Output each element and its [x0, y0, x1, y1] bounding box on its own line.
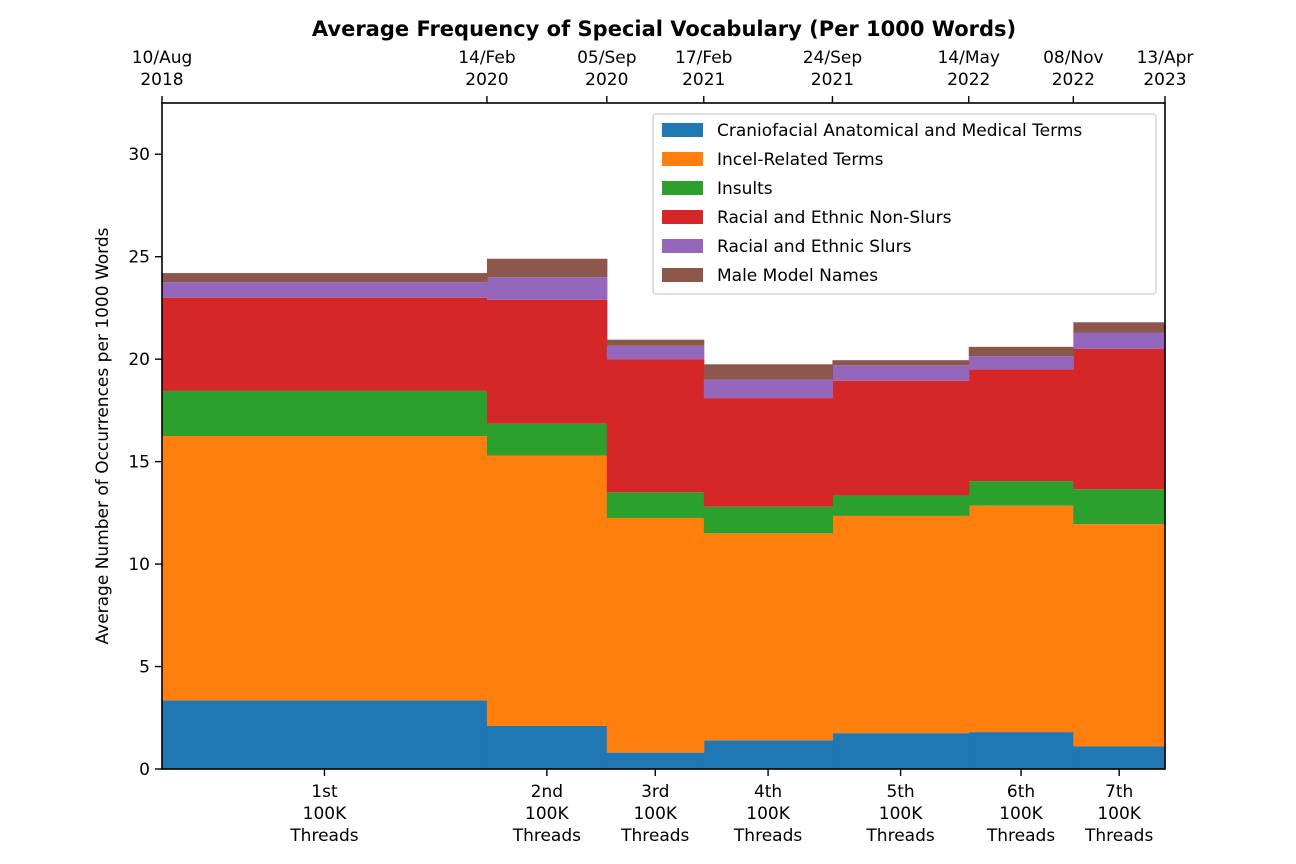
legend-label: Racial and Ethnic Non-Slurs	[717, 208, 952, 228]
top-tick-label: 14/Feb 2020	[458, 48, 515, 90]
legend-label: Incel-Related Terms	[717, 150, 884, 170]
area-segment-s5-4	[832, 360, 970, 366]
area-segment-s3-4	[832, 380, 970, 496]
area-segment-s1-3	[703, 533, 834, 741]
area-segment-s2-5	[968, 481, 1074, 506]
area-segment-s0-3	[703, 740, 834, 769]
area-segment-s0-4	[832, 733, 970, 769]
area-segment-s3-2	[606, 359, 705, 493]
area-segment-s2-3	[703, 506, 834, 534]
area-segment-s4-2	[606, 345, 705, 360]
top-tick-label: 05/Sep 2020	[577, 48, 636, 90]
bottom-tick-label: 3rd 100K Threads	[620, 782, 689, 846]
area-segment-s1-6	[1073, 524, 1166, 747]
y-tick-label: 15	[128, 453, 150, 473]
legend-label: Male Model Names	[717, 266, 878, 286]
area-segment-s2-1	[486, 423, 608, 456]
y-axis: 0 5 10 15 20 25 30	[128, 145, 162, 780]
area-segment-s1-0	[162, 436, 488, 701]
area-segment-s0-0	[162, 700, 488, 769]
area-segment-s4-3	[703, 379, 834, 399]
area-segment-s5-6	[1073, 322, 1166, 333]
legend-swatch	[662, 268, 703, 282]
area-segment-s4-1	[486, 277, 608, 300]
legend-swatch	[662, 123, 703, 137]
plot-frame	[161, 102, 1166, 770]
legend: Craniofacial Anatomical and Medical Term…	[652, 113, 1157, 295]
bottom-tick-label: 4th 100K Threads	[733, 782, 802, 846]
area-segment-s1-1	[486, 455, 608, 726]
legend-swatch	[662, 239, 703, 253]
area-segment-s4-6	[1073, 332, 1166, 349]
area-segment-s3-5	[968, 369, 1074, 482]
area-segment-s4-0	[162, 282, 488, 298]
area-segment-s5-3	[703, 364, 834, 380]
y-tick-label: 5	[139, 658, 150, 678]
legend-swatch	[662, 152, 703, 166]
area-segment-s4-5	[968, 356, 1074, 370]
bottom-tick-label: 1st 100K Threads	[289, 782, 358, 846]
chart-title: Average Frequency of Special Vocabulary …	[312, 17, 1016, 41]
y-tick-label: 25	[128, 248, 150, 268]
legend-swatch	[662, 181, 703, 195]
area-segment-s1-2	[606, 517, 705, 753]
bottom-tick-label: 2nd 100K Threads	[512, 782, 581, 846]
area-segment-s5-0	[162, 273, 488, 283]
area-segment-s5-2	[606, 339, 705, 346]
area-segment-s0-6	[1073, 746, 1166, 769]
area-segment-s4-4	[832, 365, 970, 381]
legend-swatch	[662, 210, 703, 224]
area-segment-s2-6	[1073, 489, 1166, 525]
area-segment-s2-4	[832, 495, 970, 516]
legend-label: Insults	[717, 179, 773, 199]
y-tick-label: 20	[128, 350, 150, 370]
stacked-areas	[162, 258, 1166, 769]
area-segment-s3-6	[1073, 348, 1166, 490]
area-segment-s5-1	[486, 258, 608, 278]
legend-box	[652, 113, 1157, 295]
area-segment-s0-2	[606, 752, 705, 769]
bottom-thread-axis: 1st 100K Threads 2nd 100K Threads 3rd 100K Threa…	[289, 769, 1153, 846]
y-tick-label: 10	[128, 555, 150, 575]
area-segment-s1-4	[832, 515, 970, 734]
top-tick-label: 14/May 2022	[937, 48, 1000, 90]
y-tick-label: 0	[139, 760, 150, 780]
legend-label: Craniofacial Anatomical and Medical Term…	[717, 121, 1082, 141]
area-segment-s5-5	[968, 346, 1074, 357]
top-tick-label: 13/Apr 2023	[1137, 48, 1194, 90]
y-axis-label: Average Number of Occurrences per 1000 W…	[93, 227, 113, 644]
bottom-tick-label: 6th 100K Threads	[986, 782, 1055, 846]
top-tick-label: 24/Sep 2021	[803, 48, 862, 90]
bottom-tick-label: 5th 100K Threads	[865, 782, 934, 846]
top-tick-label: 10/Aug 2018	[132, 48, 193, 90]
area-segment-s2-0	[162, 390, 488, 436]
top-date-axis: 10/Aug 2018 14/Feb 2020 05/Sep 2020 17/Feb 2021…	[132, 48, 1194, 103]
area-segment-s1-5	[968, 505, 1074, 733]
legend-label: Racial and Ethnic Slurs	[717, 237, 912, 257]
area-segment-s3-3	[703, 398, 834, 507]
top-tick-label: 08/Nov 2022	[1043, 48, 1104, 90]
top-tick-label: 17/Feb 2021	[675, 48, 732, 90]
area-segment-s3-0	[162, 297, 488, 391]
area-segment-s0-1	[486, 725, 608, 769]
area-segment-s0-5	[968, 732, 1074, 769]
area-segment-s2-2	[606, 492, 705, 518]
y-tick-label: 30	[128, 145, 150, 165]
bottom-tick-label: 7th 100K Threads	[1084, 782, 1153, 846]
area-segment-s3-1	[486, 299, 608, 424]
